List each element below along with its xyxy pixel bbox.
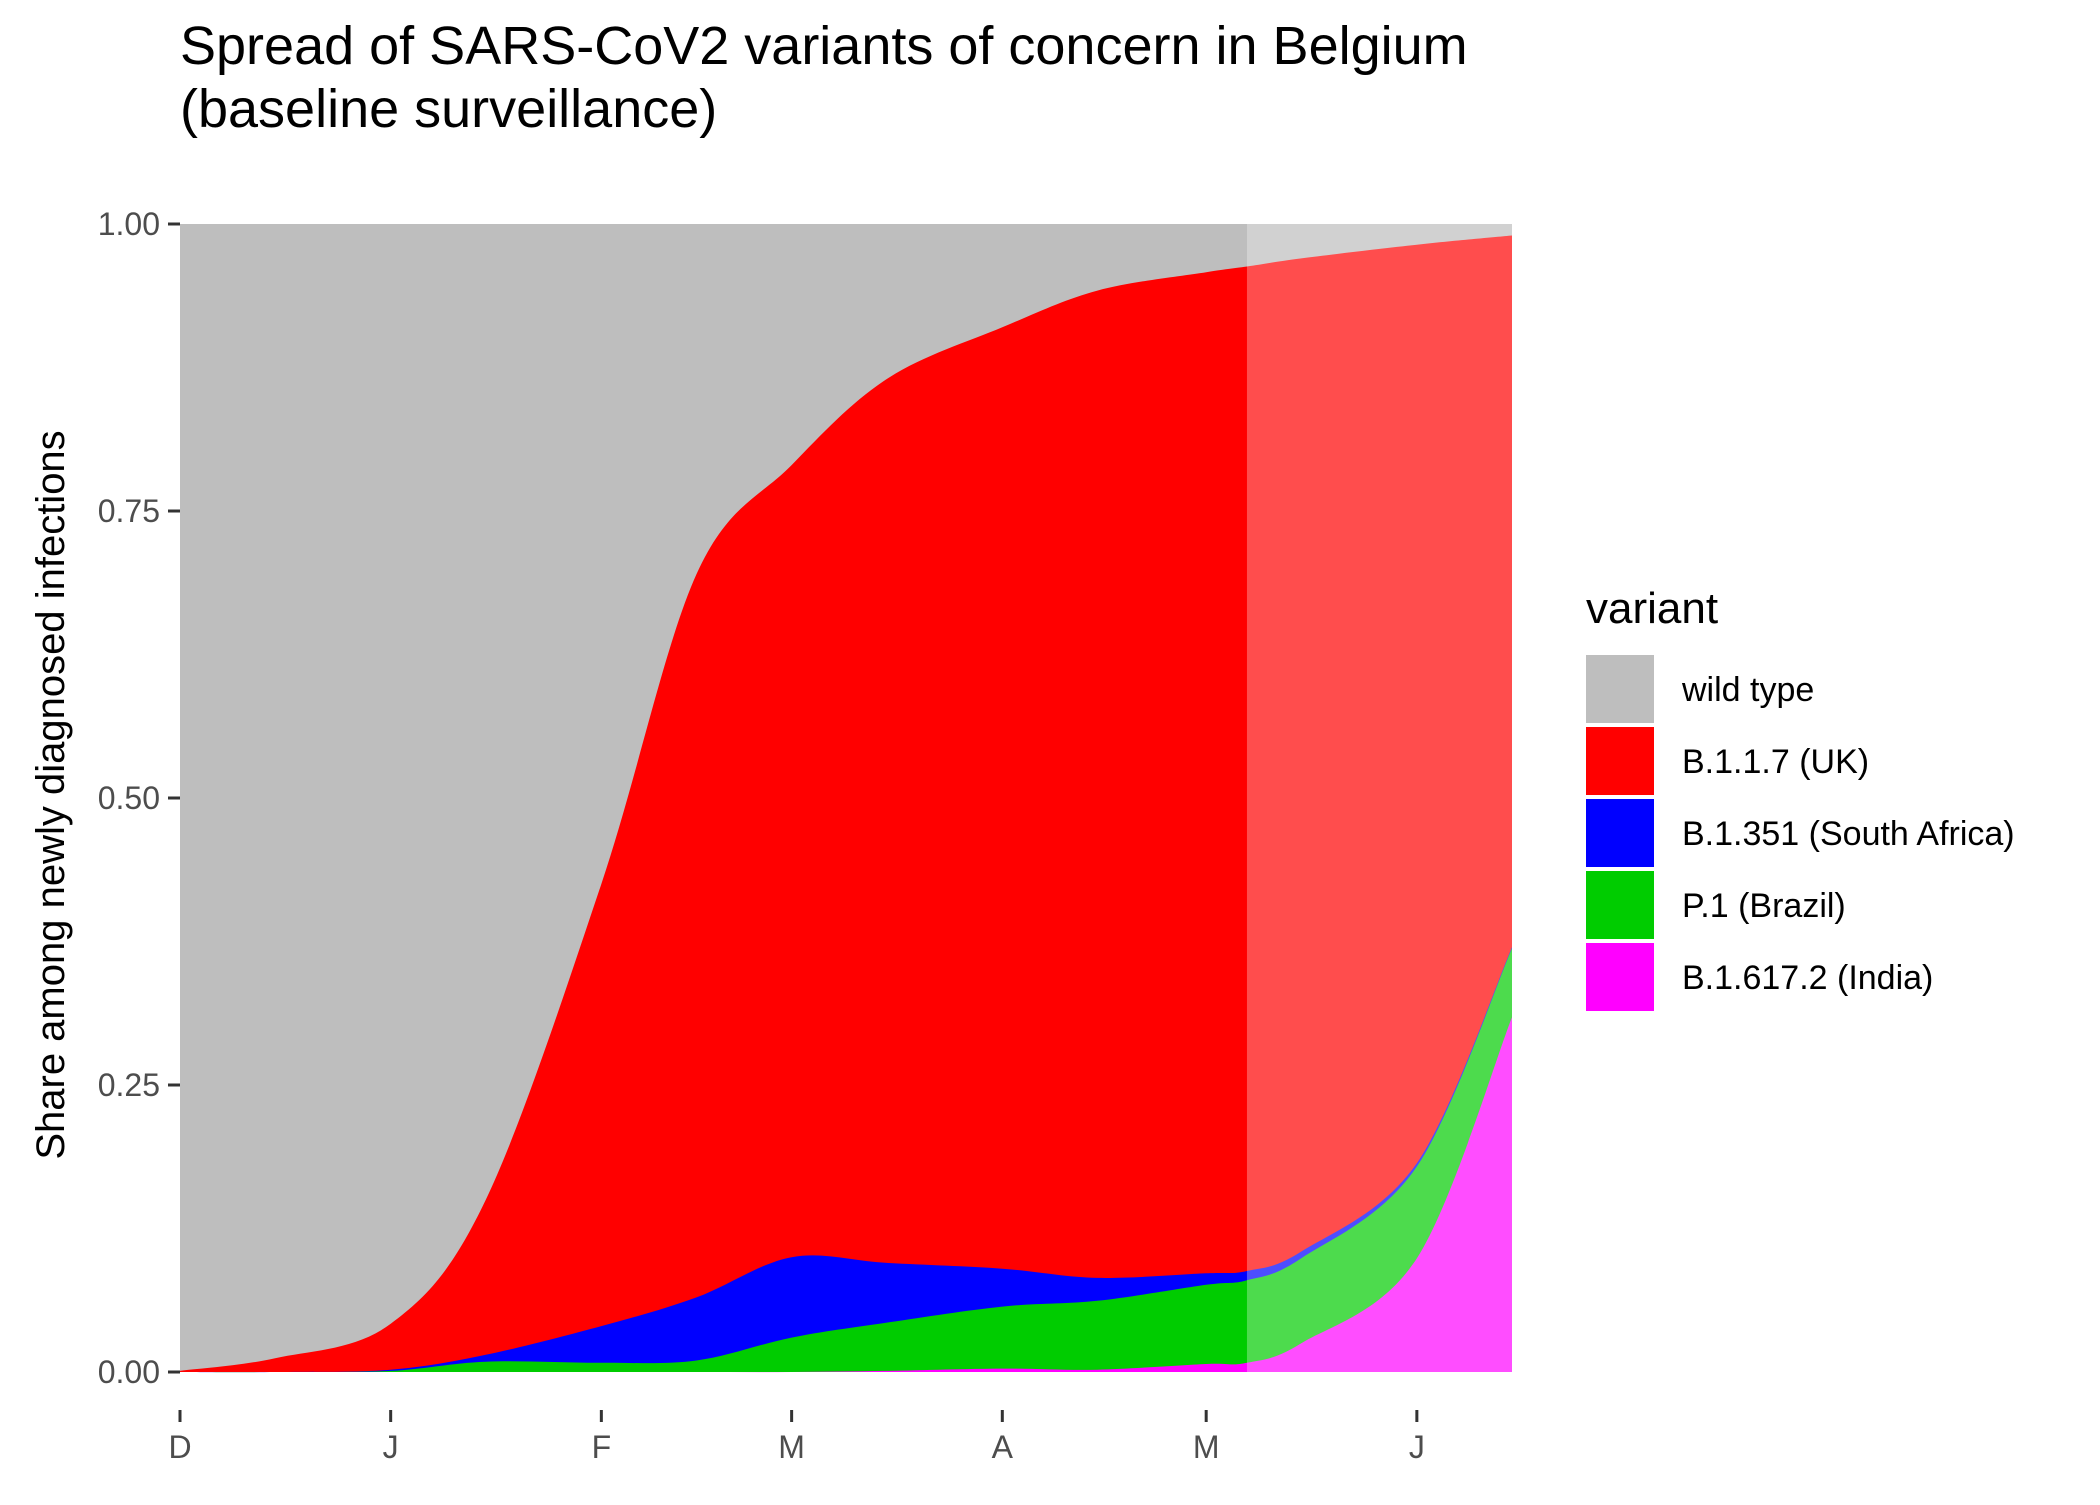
legend-swatch-p-1-brazil	[1586, 871, 1654, 939]
area-series-b-1-1-7-uk	[180, 235, 1512, 1372]
legend-items: wild type B.1.1.7 (UK) B.1.351 (South Afri…	[1586, 655, 2015, 1011]
legend-title: variant	[1586, 584, 1718, 633]
x-tick-label: D	[168, 1429, 191, 1465]
legend-label-wild-type: wild type	[1681, 671, 1814, 709]
legend-label-b-1-617-2-india: B.1.617.2 (India)	[1682, 959, 1933, 997]
x-tick-label: J	[383, 1429, 399, 1465]
plot-area-layer	[180, 224, 1512, 1373]
chart-title-line-2: (baseline surveillance)	[180, 79, 717, 139]
x-tick-label: M	[1193, 1429, 1220, 1465]
legend: variant wild type B.1.1.7 (UK) B.1.351 (So…	[1586, 584, 2015, 1011]
legend-swatch-wild-type	[1586, 655, 1654, 723]
x-tick-label: F	[592, 1429, 612, 1465]
legend-swatch-b-1-351-south-africa	[1586, 799, 1654, 867]
y-tick-label: 1.00	[98, 206, 160, 242]
axis-layer: 0.00 0.25 0.50 0.75 1.00 D J F M A M J	[98, 206, 1425, 1465]
y-tick-label: 0.25	[98, 1067, 160, 1103]
legend-label-b-1-1-7-uk: B.1.1.7 (UK)	[1682, 743, 1869, 781]
legend-swatch-b-1-617-2-india	[1586, 943, 1654, 1011]
chart-title-line-1: Spread of SARS-CoV2 variants of concern …	[180, 16, 1468, 76]
y-tick-label: 0.75	[98, 493, 160, 529]
x-tick-label: A	[992, 1429, 1014, 1465]
legend-swatch-b-1-1-7-uk	[1586, 727, 1654, 795]
y-tick-label: 0.50	[98, 780, 160, 816]
x-tick-label: M	[778, 1429, 805, 1465]
legend-label-p-1-brazil: P.1 (Brazil)	[1682, 887, 1846, 925]
area-series-b-1-617-2-india	[180, 1017, 1512, 1373]
y-tick-label: 0.00	[98, 1354, 160, 1390]
legend-label-b-1-351-south-africa: B.1.351 (South Africa)	[1682, 815, 2015, 853]
x-tick-label: J	[1409, 1429, 1425, 1465]
projection-overlay	[1246, 224, 1512, 1372]
y-axis-title: Share among newly diagnosed infections	[29, 430, 73, 1159]
